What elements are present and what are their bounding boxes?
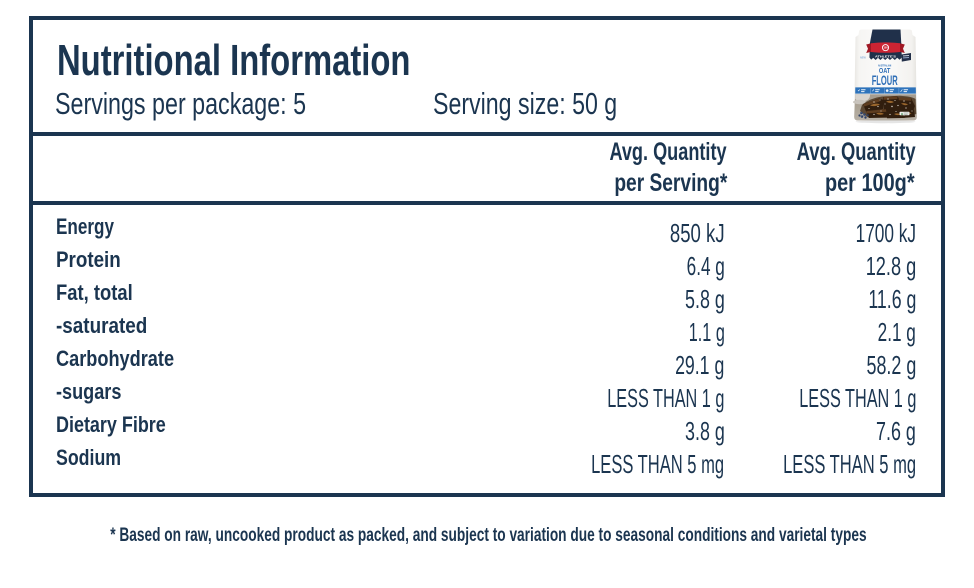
svg-text:NEW: NEW [860,56,866,59]
svg-text:150: 150 [883,46,888,50]
svg-text:ATHLETE’S: ATHLETE’S [875,55,896,59]
svg-text:OAT: OAT [879,66,891,75]
svg-text:AUSTRALIAN: AUSTRALIAN [878,63,891,67]
svg-text:FLOUR: FLOUR [871,73,897,88]
